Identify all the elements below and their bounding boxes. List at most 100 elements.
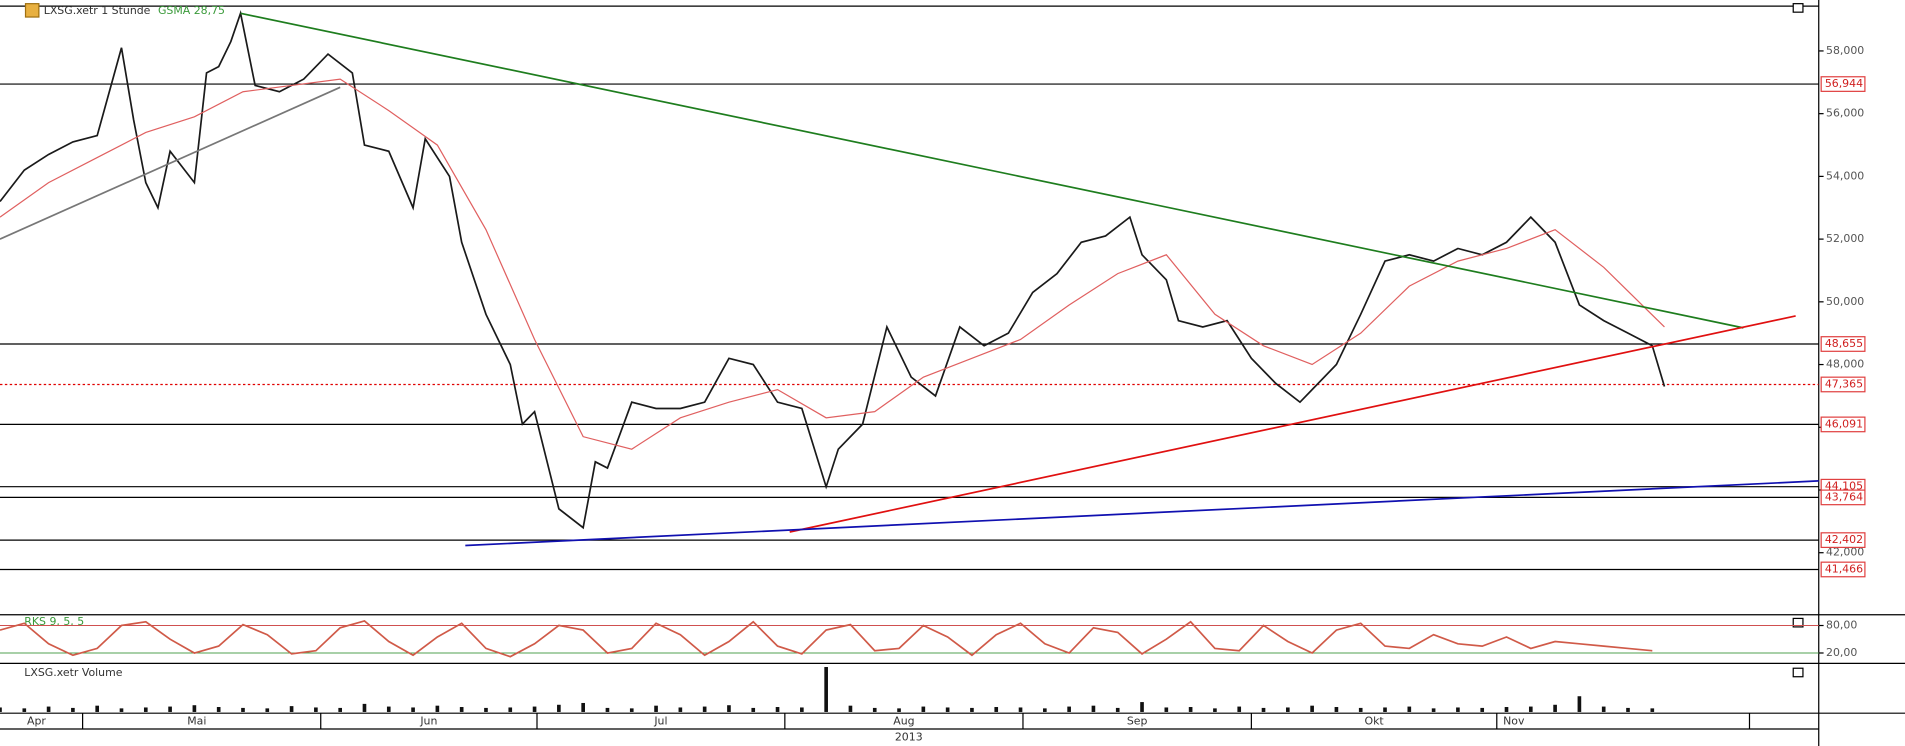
- volume-bar: [265, 708, 270, 712]
- volume-bar: [484, 707, 488, 712]
- panel-title: RKS 9, 5, 5: [24, 615, 84, 628]
- level-label-box: [1820, 76, 1866, 92]
- level-label: 48,655: [1825, 337, 1863, 350]
- volume-bar: [386, 706, 391, 712]
- volume-bar: [1407, 706, 1412, 712]
- volume-bar: [0, 707, 2, 712]
- series-line: [0, 620, 1653, 658]
- x-axis-label: 2013: [895, 730, 923, 743]
- series-line: [0, 10, 1666, 530]
- volume-bar: [1504, 707, 1509, 712]
- volume-bar: [22, 708, 27, 712]
- volume-bar: [945, 707, 950, 712]
- volume-bar: [557, 704, 561, 712]
- volume-bar: [95, 705, 100, 712]
- volume-bar: [1626, 707, 1630, 712]
- level-label: 56,944: [1825, 77, 1863, 90]
- level-label: 42,402: [1825, 533, 1863, 546]
- volume-bar: [1650, 708, 1655, 712]
- volume-bar: [1358, 707, 1363, 712]
- volume-bar: [1285, 707, 1290, 712]
- volume-bar: [1601, 706, 1606, 712]
- volume-bar: [1164, 707, 1169, 712]
- volume-bar: [119, 708, 124, 712]
- y-tick-label: 54,000: [1826, 169, 1864, 182]
- volume-bar: [71, 707, 75, 712]
- x-tick-label: Okt: [1364, 715, 1384, 728]
- volume-bar: [168, 706, 172, 712]
- volume-bar: [727, 705, 731, 712]
- y-tick-label: 58,000: [1826, 44, 1864, 57]
- volume-bar: [800, 707, 804, 712]
- volume-bar: [751, 707, 756, 712]
- x-tick-label: Aug: [893, 715, 914, 728]
- trend-line: [240, 12, 1744, 329]
- volume-bar: [702, 706, 707, 712]
- volume-bar: [435, 705, 440, 712]
- x-tick-label: Jul: [653, 715, 667, 728]
- level-label-box: [1820, 561, 1866, 578]
- volume-bar: [1213, 708, 1217, 712]
- volume-bar: [921, 706, 926, 712]
- volume-bar: [824, 667, 828, 712]
- level-label: 44,105: [1825, 480, 1863, 493]
- level-label-box: [1820, 416, 1866, 433]
- y-tick-label: 42,000: [1826, 546, 1864, 559]
- volume-bar: [46, 706, 51, 712]
- chart-title: LXSG.xetr 1 Stunde: [44, 4, 151, 17]
- volume-bar: [1188, 707, 1193, 712]
- y-tick-label: 50,000: [1826, 295, 1864, 308]
- volume-bar: [1528, 706, 1533, 712]
- volume-bar: [1091, 705, 1096, 712]
- volume-bar: [459, 707, 464, 712]
- volume-bar: [1456, 707, 1460, 712]
- level-label: 43,764: [1825, 490, 1863, 503]
- x-tick-label: Jun: [419, 715, 437, 728]
- volume-bar: [678, 707, 683, 712]
- level-label-box: [1820, 489, 1866, 506]
- y-tick-label: 52,000: [1826, 232, 1864, 245]
- trend-line: [789, 315, 1796, 533]
- volume-bar: [629, 708, 634, 712]
- volume-bar: [1334, 707, 1339, 712]
- volume-bar: [1237, 706, 1242, 712]
- y-tick-label: 56,000: [1826, 107, 1864, 120]
- level-label: 46,091: [1825, 417, 1863, 430]
- panel-title: LXSG.xetr Volume: [24, 666, 122, 679]
- series-line: [0, 78, 1665, 450]
- y-tick-label: 20,00: [1826, 646, 1857, 659]
- volume-bar: [338, 707, 343, 712]
- volume-bar: [1480, 707, 1485, 712]
- volume-bar: [581, 702, 585, 712]
- volume-bar: [1310, 705, 1314, 712]
- volume-bar: [605, 707, 610, 712]
- volume-bar: [970, 707, 974, 712]
- y-tick-label: 80,00: [1826, 619, 1857, 632]
- level-label-box: [1820, 532, 1866, 549]
- volume-bar: [872, 707, 877, 712]
- volume-bar: [897, 708, 901, 712]
- volume-bar: [362, 703, 367, 712]
- volume-bar: [216, 707, 221, 712]
- level-label: 41,466: [1825, 562, 1863, 575]
- x-tick-label: Apr: [27, 715, 46, 728]
- x-tick-label: Nov: [1503, 715, 1525, 728]
- volume-bar: [1043, 708, 1047, 712]
- level-label: 47,365: [1825, 377, 1863, 390]
- volume-bar: [508, 707, 513, 712]
- volume-bar: [1140, 702, 1144, 712]
- volume-bar: [1018, 707, 1023, 712]
- x-tick-label: Mai: [187, 715, 206, 728]
- trend-line: [465, 480, 1819, 547]
- volume-bar: [411, 707, 415, 712]
- panel-button[interactable]: [1792, 617, 1804, 628]
- panel-button[interactable]: [1792, 667, 1804, 678]
- volume-bar: [1115, 707, 1120, 712]
- symbol-icon[interactable]: [24, 3, 40, 18]
- panel-button[interactable]: [1792, 3, 1804, 13]
- volume-bar: [143, 707, 148, 712]
- volume-bar: [241, 707, 245, 712]
